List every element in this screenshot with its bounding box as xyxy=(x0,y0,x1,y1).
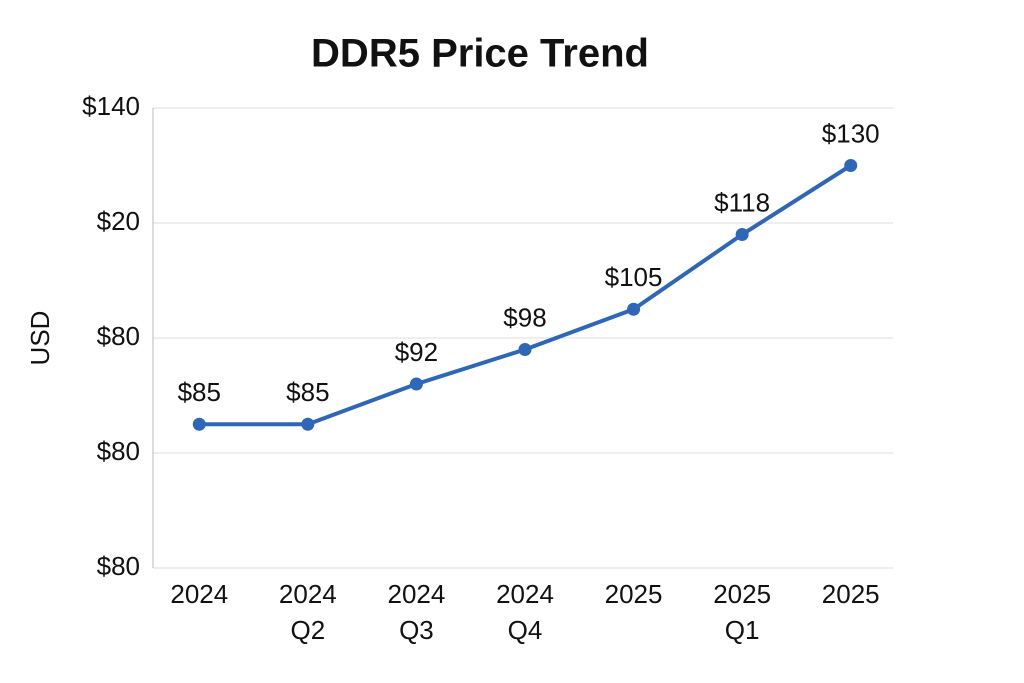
x-tick-label: 2025 xyxy=(713,579,771,609)
data-label: $85 xyxy=(178,377,221,407)
point xyxy=(192,417,206,431)
x-tick-label: Q3 xyxy=(399,615,434,645)
y-tick-label: $20 xyxy=(97,206,140,236)
x-tick-label: Q4 xyxy=(508,615,543,645)
x-tick-label: 2025 xyxy=(822,579,880,609)
x-tick-label: 2024 xyxy=(388,579,446,609)
data-label: $98 xyxy=(503,302,546,332)
data-label: $130 xyxy=(822,118,880,148)
y-tick-label: $80 xyxy=(97,551,140,581)
x-tick-label: 2024 xyxy=(170,579,228,609)
point xyxy=(627,302,641,316)
data-label: $105 xyxy=(605,262,663,292)
y-tick-label: $80 xyxy=(97,321,140,351)
x-tick-label: 2024 xyxy=(279,579,337,609)
point xyxy=(301,417,315,431)
y-axis-label: USD xyxy=(25,311,55,366)
point xyxy=(844,159,858,172)
point xyxy=(735,228,749,241)
data-label: $118 xyxy=(714,187,770,217)
chart-title: DDR5 Price Trend xyxy=(311,32,649,76)
data-label: $92 xyxy=(395,337,438,367)
x-tick-label: Q2 xyxy=(291,615,326,645)
y-tick-label: $80 xyxy=(97,436,140,466)
point xyxy=(409,377,423,391)
x-tick-label: Q1 xyxy=(725,615,760,645)
x-tick-label: 2024 xyxy=(496,579,554,609)
data-label: $85 xyxy=(286,377,329,407)
point xyxy=(518,343,532,356)
y-tick-label: $140 xyxy=(82,91,140,121)
x-tick-label: 2025 xyxy=(605,579,663,609)
